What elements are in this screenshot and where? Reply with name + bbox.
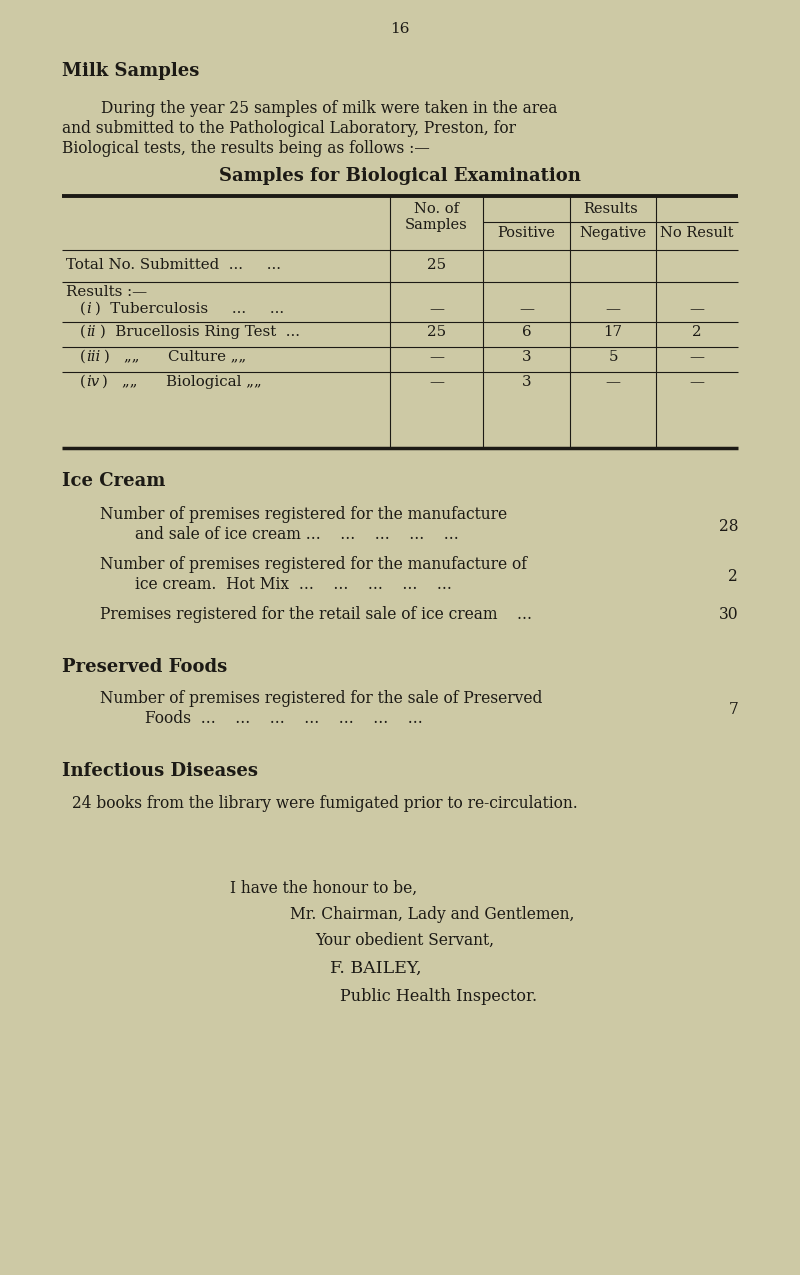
Text: ii: ii [86, 325, 95, 339]
Text: and submitted to the Pathological Laboratory, Preston, for: and submitted to the Pathological Labora… [62, 120, 516, 136]
Text: Milk Samples: Milk Samples [62, 62, 199, 80]
Text: —: — [429, 351, 444, 363]
Text: 25: 25 [427, 325, 446, 339]
Text: )   „„      Culture „„: ) „„ Culture „„ [104, 351, 246, 363]
Text: —: — [690, 302, 705, 316]
Text: 17: 17 [603, 325, 622, 339]
Text: Your obedient Servant,: Your obedient Servant, [315, 932, 494, 949]
Text: —: — [429, 302, 444, 316]
Text: Number of premises registered for the manufacture of: Number of premises registered for the ma… [100, 556, 527, 572]
Text: 28: 28 [718, 518, 738, 536]
Text: —: — [690, 375, 705, 389]
Text: 6: 6 [522, 325, 531, 339]
Text: Preserved Foods: Preserved Foods [62, 658, 227, 676]
Text: and sale of ice cream ...    ...    ...    ...    ...: and sale of ice cream ... ... ... ... ..… [135, 527, 458, 543]
Text: 5: 5 [608, 351, 618, 363]
Text: 3: 3 [522, 351, 531, 363]
Text: No Result: No Result [660, 226, 734, 240]
Text: I have the honour to be,: I have the honour to be, [230, 880, 417, 898]
Text: 7: 7 [728, 701, 738, 718]
Text: (: ( [80, 375, 86, 389]
Text: Biological tests, the results being as follows :—: Biological tests, the results being as f… [62, 140, 430, 157]
Text: Number of premises registered for the sale of Preserved: Number of premises registered for the sa… [100, 690, 542, 708]
Text: (: ( [80, 302, 86, 316]
Text: (: ( [80, 325, 86, 339]
Text: (: ( [80, 351, 86, 363]
Text: Infectious Diseases: Infectious Diseases [62, 762, 258, 780]
Text: Premises registered for the retail sale of ice cream    ...: Premises registered for the retail sale … [100, 606, 532, 623]
Text: —: — [606, 375, 621, 389]
Text: )  Tuberculosis     ...     ...: ) Tuberculosis ... ... [95, 302, 284, 316]
Text: Mr. Chairman, Lady and Gentlemen,: Mr. Chairman, Lady and Gentlemen, [290, 907, 574, 923]
Text: —: — [690, 351, 705, 363]
Text: ice cream.  Hot Mix  ...    ...    ...    ...    ...: ice cream. Hot Mix ... ... ... ... ... [135, 576, 452, 593]
Text: 24 books from the library were fumigated prior to re-circulation.: 24 books from the library were fumigated… [72, 796, 578, 812]
Text: iv: iv [86, 375, 99, 389]
Text: Results: Results [583, 201, 638, 215]
Text: Number of premises registered for the manufacture: Number of premises registered for the ma… [100, 506, 507, 523]
Text: Samples for Biological Examination: Samples for Biological Examination [219, 167, 581, 185]
Text: )  Brucellosis Ring Test  ...: ) Brucellosis Ring Test ... [100, 325, 300, 339]
Text: During the year 25 samples of milk were taken in the area: During the year 25 samples of milk were … [62, 99, 558, 117]
Text: 3: 3 [522, 375, 531, 389]
Text: 16: 16 [390, 22, 410, 36]
Text: 2: 2 [728, 567, 738, 585]
Text: Negative: Negative [579, 226, 646, 240]
Text: —: — [519, 302, 534, 316]
Text: Total No. Submitted  ...     ...: Total No. Submitted ... ... [66, 258, 281, 272]
Text: Results :—: Results :— [66, 286, 147, 300]
Text: 2: 2 [692, 325, 702, 339]
Text: Public Health Inspector.: Public Health Inspector. [340, 988, 537, 1005]
Text: No. of
Samples: No. of Samples [405, 201, 468, 232]
Text: 25: 25 [427, 258, 446, 272]
Text: iii: iii [86, 351, 100, 363]
Text: —: — [606, 302, 621, 316]
Text: —: — [429, 375, 444, 389]
Text: i: i [86, 302, 90, 316]
Text: F. BAILEY,: F. BAILEY, [330, 960, 422, 977]
Text: Ice Cream: Ice Cream [62, 472, 166, 490]
Text: 30: 30 [718, 606, 738, 623]
Text: Positive: Positive [498, 226, 555, 240]
Text: Foods  ...    ...    ...    ...    ...    ...    ...: Foods ... ... ... ... ... ... ... [145, 710, 422, 727]
Text: )   „„      Biological „„: ) „„ Biological „„ [102, 375, 262, 389]
